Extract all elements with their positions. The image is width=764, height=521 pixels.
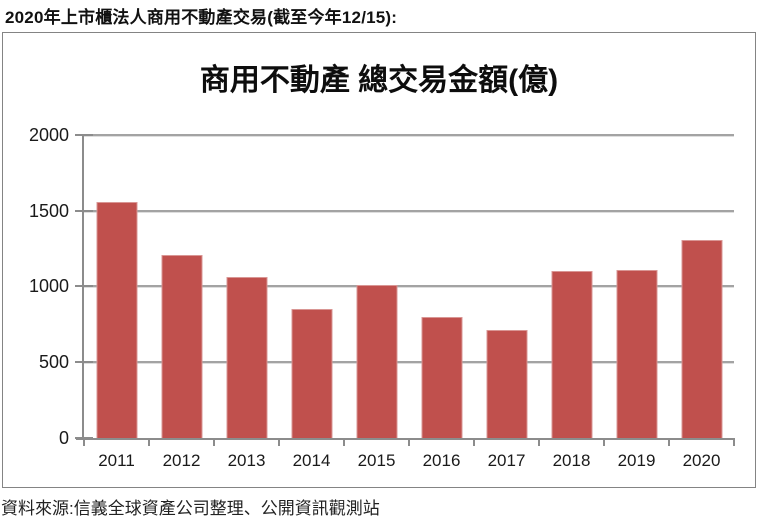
y-axis-label: 1500 [28, 201, 69, 221]
chart-container: 商用不動產 總交易金額(億) 0 500 1000 1500 2000 2011 2012 2… [2, 32, 756, 488]
y-axis-label: 500 [38, 352, 69, 372]
gridline [84, 210, 734, 212]
bar [226, 277, 267, 438]
x-axis-tick [668, 438, 670, 446]
y-axis-tick [75, 361, 93, 363]
category-slot: 2013 [214, 135, 279, 470]
source-text: 資料來源:信義全球資產公司整理、公開資訊觀測站 [1, 499, 380, 518]
page-header-text: 2020年上市櫃法人商用不動產交易(截至今年12/15): [5, 8, 398, 27]
y-axis-label: 1000 [28, 276, 69, 296]
y-axis-label: 0 [58, 428, 69, 448]
x-axis-tick [343, 438, 345, 446]
x-axis-label: 2012 [162, 451, 201, 470]
y-axis-tick [75, 285, 93, 287]
y-axis-label: 2000 [28, 125, 69, 145]
x-axis-tick [538, 438, 540, 446]
bar [486, 329, 527, 438]
bar [551, 271, 592, 438]
x-axis-tick [213, 438, 215, 446]
plot-area: 0 500 1000 1500 2000 2011 2012 2013 2014 2015 2016… [29, 125, 735, 470]
bar [681, 239, 722, 438]
category-slot: 2019 [604, 135, 669, 470]
x-axis-tick [278, 438, 280, 446]
chart-title: 商用不動產 總交易金額(億) [199, 64, 559, 97]
gridline [84, 134, 734, 136]
x-axis-tick [148, 438, 150, 446]
category-slot: 2017 [474, 135, 539, 470]
x-axis-label: 2014 [292, 451, 331, 470]
bar [96, 201, 137, 438]
bar [616, 269, 657, 438]
bar [356, 285, 397, 438]
y-axis-tick [75, 210, 93, 212]
gridline [84, 361, 734, 363]
gridline [84, 285, 734, 287]
x-axis-label: 2017 [487, 451, 526, 470]
category-slot: 2015 [344, 135, 409, 470]
y-axis-tick [75, 134, 93, 136]
x-axis-label: 2020 [682, 451, 721, 470]
x-axis-tick [733, 438, 735, 446]
x-axis-label: 2018 [552, 451, 591, 470]
x-axis-label: 2013 [227, 451, 266, 470]
category-slot: 2014 [279, 135, 344, 470]
x-axis-label: 2011 [98, 451, 135, 470]
x-axis-label: 2015 [357, 451, 396, 470]
x-axis-label: 2019 [617, 451, 656, 470]
x-axis-tick [83, 438, 85, 446]
category-slot: 2012 [149, 135, 214, 470]
category-slot: 2018 [539, 135, 604, 470]
bar [161, 254, 202, 438]
bar [291, 309, 332, 438]
bar [421, 316, 462, 438]
category-slot: 2016 [409, 135, 474, 470]
x-axis-tick [603, 438, 605, 446]
category-slot: 2020 [669, 135, 734, 470]
x-axis-label: 2016 [422, 451, 461, 470]
x-axis-line [76, 438, 734, 440]
category-slot: 2011 [84, 135, 149, 470]
x-axis-tick [408, 438, 410, 446]
x-axis-tick [473, 438, 475, 446]
